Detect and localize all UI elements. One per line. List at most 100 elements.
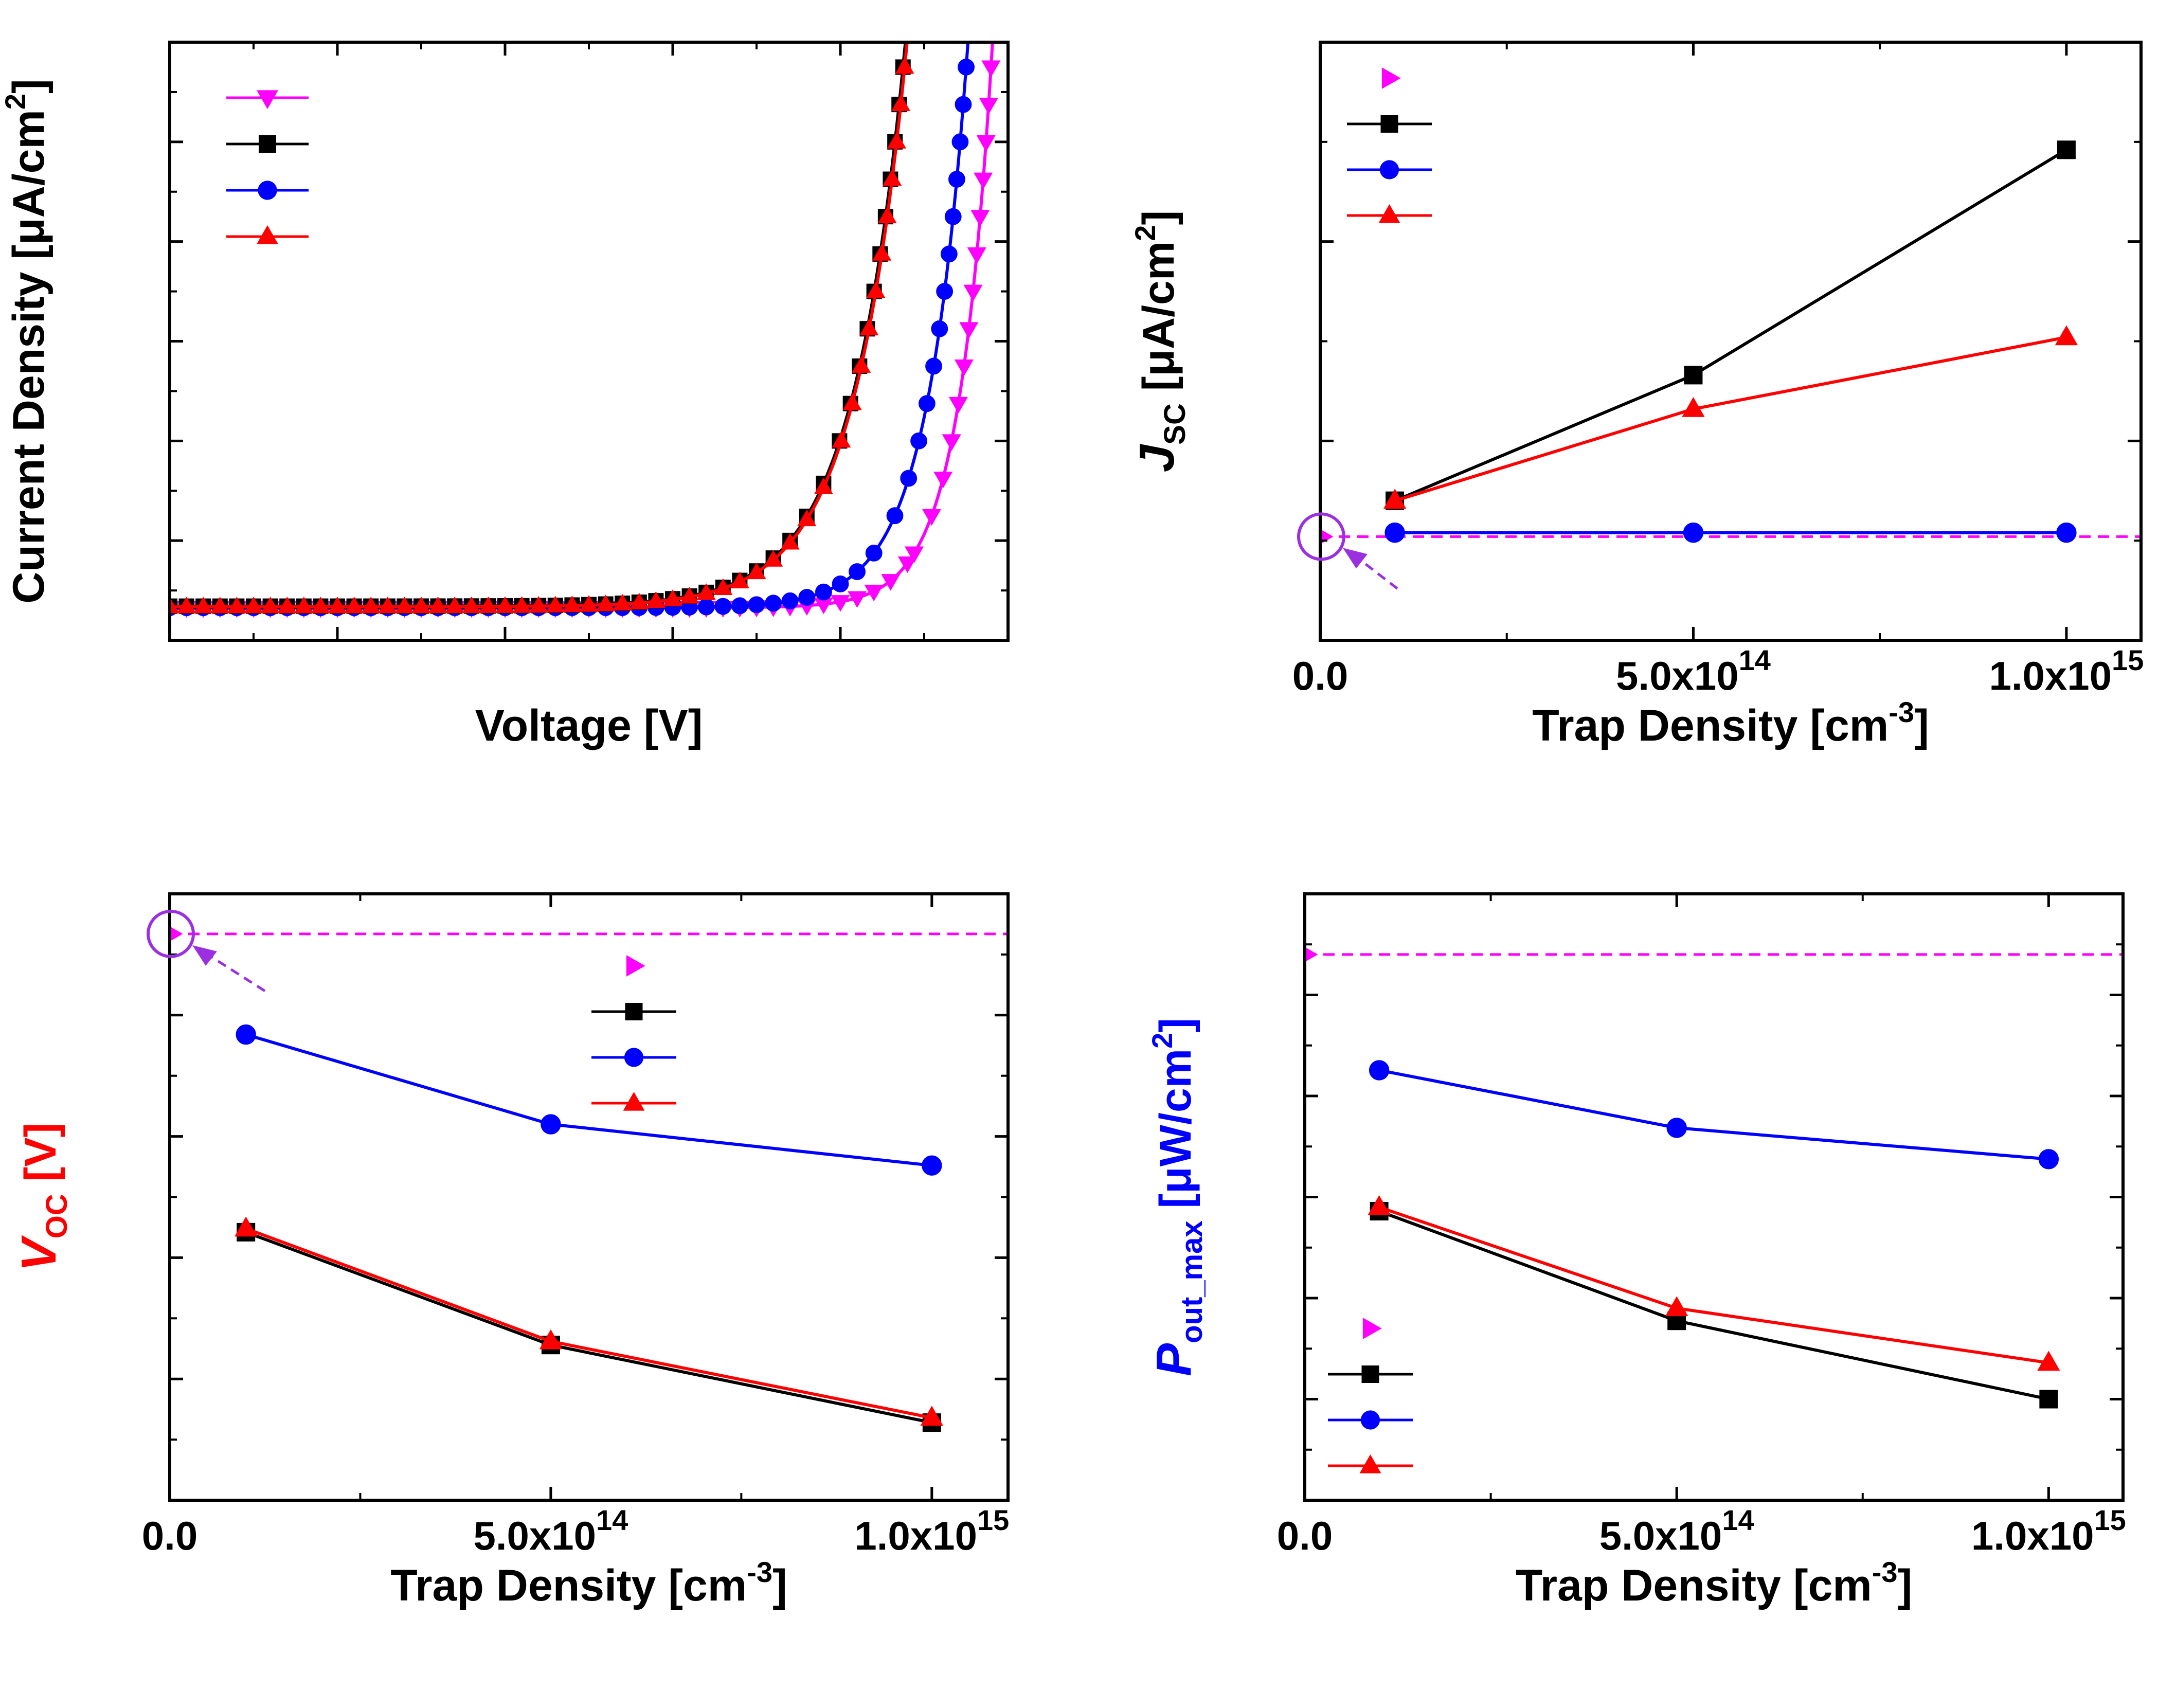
series-donor <box>236 1024 942 1176</box>
y-axis-label: Pout_max [μW/cm2] <box>1146 1018 1209 1376</box>
y-axis-label-subscript: OC <box>40 1194 74 1238</box>
y-axis-label-unit: W/cm <box>1151 1049 1200 1166</box>
y-axis-label-end: ] <box>1134 210 1183 225</box>
series-all <box>1386 140 2076 510</box>
data-point-wo <box>848 591 867 608</box>
data-point-donor <box>931 320 948 337</box>
data-point-wo <box>942 434 961 451</box>
x-tick-label: 1.0x1015 <box>1989 644 2144 698</box>
series-line-donor <box>245 1033 932 1167</box>
x-axis-label-text: Trap Density [cm <box>390 1561 747 1610</box>
data-point-donor <box>940 245 958 263</box>
data-point-acceptor <box>596 595 616 612</box>
reference-marker-wo <box>1305 947 1318 962</box>
data-point-acceptor <box>2055 325 2078 346</box>
data-point-donor <box>886 507 904 525</box>
x-axis-label-sup: -3 <box>747 1556 772 1588</box>
data-point-acceptor <box>630 592 649 610</box>
data-point-acceptor <box>428 596 448 614</box>
x-axis-label-sup: -3 <box>1889 696 1914 728</box>
y-axis-label-symbol: V <box>11 1235 66 1271</box>
data-point-acceptor <box>539 1329 563 1350</box>
data-point-wo <box>979 98 998 115</box>
x-tick-label: 1.0x1015 <box>1971 1504 2126 1558</box>
data-point-donor <box>951 133 969 151</box>
data-point-wo <box>974 172 993 190</box>
data-point-donor <box>955 96 972 113</box>
x-tick-label-base: 0.0 <box>1292 653 1348 698</box>
x-tick-label-base: 1.0x10 <box>854 1513 977 1558</box>
series-line-acceptor <box>1394 335 2067 502</box>
data-point-acceptor <box>842 393 862 410</box>
x-tick-label-base: 1.0x10 <box>1989 653 2112 698</box>
data-point-donor <box>918 395 936 412</box>
data-point-wo <box>976 135 996 152</box>
data-point-acceptor <box>797 509 817 527</box>
data-point-donor <box>2038 1149 2059 1170</box>
data-point-acceptor <box>852 356 871 373</box>
x-tick-label: 5.0x1014 <box>1599 1504 1754 1558</box>
data-point-acceptor <box>235 1216 258 1237</box>
data-point-wo <box>948 397 968 414</box>
x-tick-label-exp: 14 <box>1722 1504 1754 1536</box>
data-point-wo <box>881 574 901 591</box>
legend-marker-all <box>259 135 276 153</box>
y-axis-label-sup: 2 <box>0 94 31 110</box>
data-point-acceptor <box>646 591 666 608</box>
data-point-wo <box>897 556 917 573</box>
annotation-arrowhead <box>192 945 217 966</box>
series-line-acceptor <box>1378 1206 2049 1364</box>
data-point-wo <box>831 595 850 612</box>
y-axis-label-text: [ <box>1134 376 1183 404</box>
y-axis-label: JSC [μA/cm2] <box>1129 210 1192 472</box>
x-tick-label-base: 0.0 <box>142 1513 197 1558</box>
x-tick-label-exp: 15 <box>2112 644 2144 676</box>
data-point-donor <box>541 1114 561 1135</box>
x-tick-label-exp: 14 <box>1739 644 1771 676</box>
data-point-donor <box>765 595 782 612</box>
legend-marker-acceptor <box>1359 1454 1381 1473</box>
series-acceptor <box>1383 325 2078 509</box>
data-point-acceptor <box>859 318 879 336</box>
series-all <box>237 1222 941 1432</box>
series-donor <box>1369 1060 2059 1170</box>
data-point-acceptor <box>345 597 364 614</box>
data-point-donor <box>748 596 765 614</box>
series-line-donor <box>1379 1068 2049 1161</box>
data-point-acceptor <box>546 596 565 613</box>
legend-marker-acceptor <box>623 1091 645 1111</box>
x-axis-label-sup: -3 <box>1872 1556 1898 1588</box>
data-point-donor <box>944 208 962 225</box>
annotation-arrowhead <box>1343 548 1368 569</box>
data-point-acceptor <box>529 596 548 613</box>
data-point-acceptor <box>895 57 914 74</box>
data-point-donor <box>865 544 883 562</box>
data-point-acceptor <box>579 595 599 612</box>
data-point-acceptor <box>177 597 196 614</box>
data-point-acceptor <box>1665 1296 1688 1317</box>
data-point-donor <box>925 357 942 375</box>
data-point-wo <box>864 584 884 602</box>
y-axis-label-text: [V] <box>16 1123 65 1194</box>
legend-marker-all <box>1361 1365 1379 1383</box>
y-axis-label-unit: A/cm <box>1134 241 1183 349</box>
x-axis-label-text: Trap Density [cm <box>1516 1561 1872 1610</box>
data-point-acceptor <box>495 596 515 613</box>
annotation-circle <box>147 909 195 958</box>
data-point-acceptor <box>747 562 766 580</box>
data-point-wo <box>922 509 942 526</box>
x-tick-label: 5.0x1014 <box>473 1504 628 1558</box>
chart-panel-b: 0.0 5.0x1014 1.0x1015 Trap Density [cm-3] JS… <box>1129 41 2144 750</box>
x-axis-label: Trap Density [cm-3] <box>1532 696 1929 750</box>
x-tick-label-base: 5.0x10 <box>1616 653 1739 698</box>
data-point-donor <box>1384 522 1405 543</box>
series-donor <box>170 42 975 616</box>
plot-area <box>1305 947 2123 1409</box>
data-point-acceptor <box>887 132 906 149</box>
legend-marker-wo <box>626 955 645 977</box>
data-point-all <box>2057 140 2076 159</box>
y-axis-label-symbol: J <box>1129 443 1184 472</box>
y-axis-label-end: ] <box>4 79 53 94</box>
y-axis-label-unit: A/cm <box>4 110 53 218</box>
